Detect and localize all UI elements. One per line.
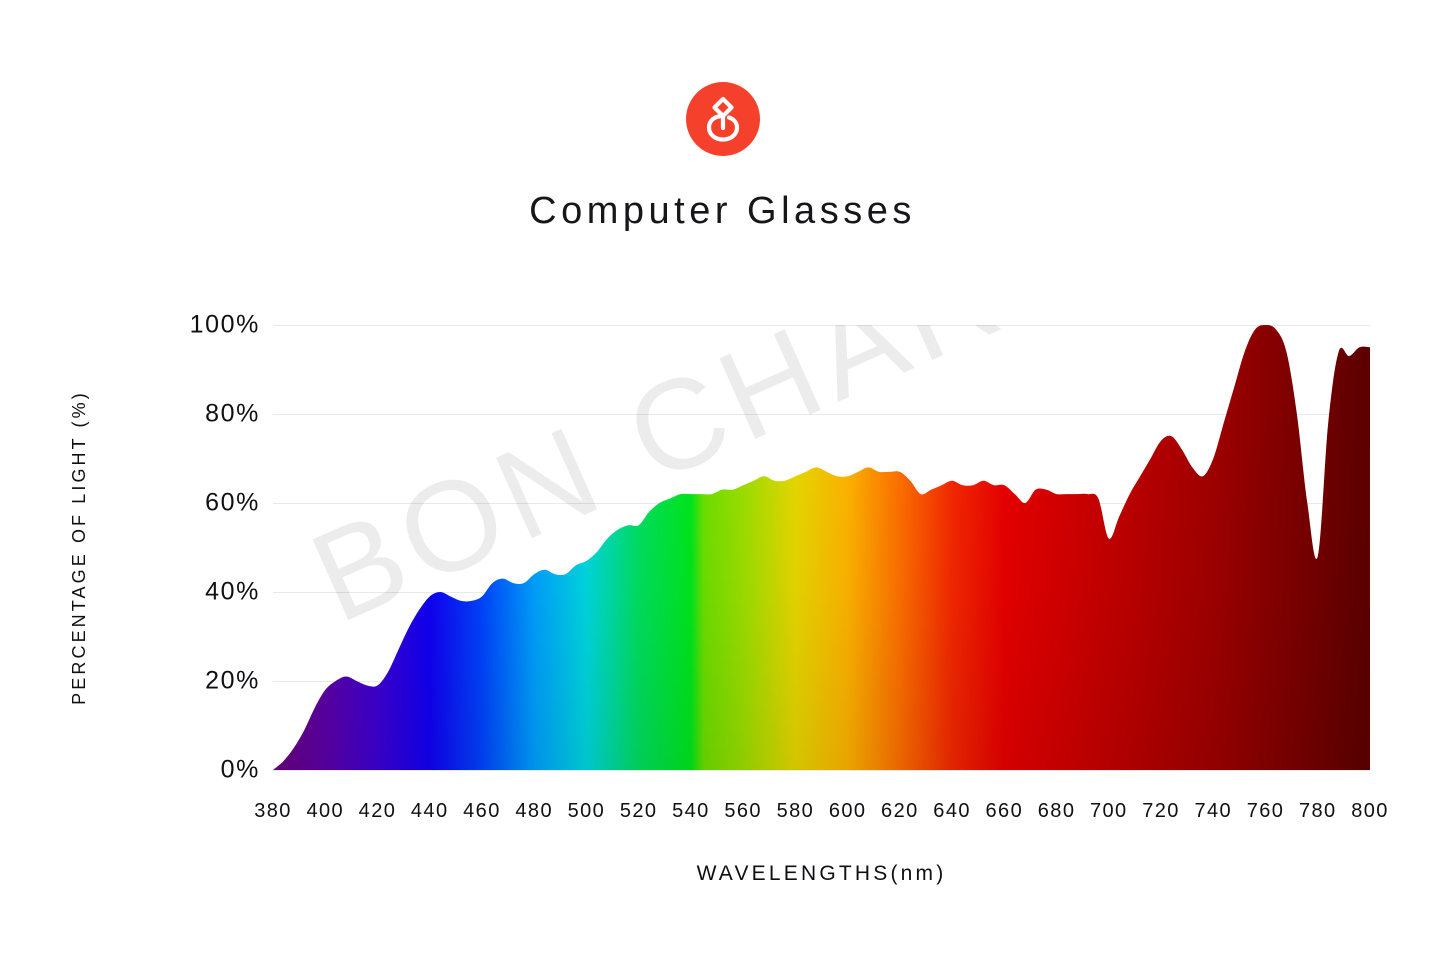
x-axis-tick-label: 400 bbox=[306, 800, 345, 822]
x-axis-tick-label: 740 bbox=[1194, 800, 1233, 822]
x-axis-tick-label: 760 bbox=[1246, 800, 1285, 822]
x-axis-tick-label: 620 bbox=[881, 800, 919, 822]
gridline bbox=[273, 325, 1370, 326]
y-axis-tick-label: 60% bbox=[205, 488, 260, 517]
x-axis-tick-label: 660 bbox=[985, 800, 1024, 822]
x-axis-tick-label: 420 bbox=[358, 800, 397, 822]
y-axis-tick-label: 80% bbox=[205, 399, 260, 428]
x-axis-tick-labels: 380 400 420 440 460 480 500 520 540 560 580 600 620 6… bbox=[254, 800, 1387, 830]
gridline bbox=[273, 414, 1370, 415]
x-axis-tick-label: 520 bbox=[619, 800, 658, 822]
bon-charge-infinity-knot-icon bbox=[706, 96, 739, 142]
x-axis-tick-label: 780 bbox=[1298, 800, 1337, 822]
spectrum-area-series bbox=[273, 325, 1370, 770]
logo-container bbox=[0, 82, 1445, 156]
y-axis-tick-label: 100% bbox=[189, 310, 260, 339]
gridline bbox=[273, 770, 1370, 771]
y-axis-tick-label: 0% bbox=[220, 755, 260, 784]
page-title: Computer Glasses bbox=[529, 190, 916, 232]
plot-area bbox=[273, 325, 1370, 771]
y-axis-tick-label: 20% bbox=[205, 666, 260, 695]
x-axis-tick-label: 500 bbox=[567, 800, 606, 822]
x-axis-title: WAVELENGTHS(nm) bbox=[696, 862, 947, 885]
x-axis-tick-label: 380 bbox=[254, 800, 292, 822]
y-axis-tick-labels: 0% 20% 40% 60% 80% 100% bbox=[150, 311, 260, 784]
x-axis-tick-label: 580 bbox=[776, 800, 815, 822]
x-axis-tick-label: 480 bbox=[515, 800, 553, 822]
x-axis-tick-label: 600 bbox=[828, 800, 867, 822]
y-axis-tick-label: 40% bbox=[205, 577, 260, 606]
x-axis-tick-label: 560 bbox=[724, 800, 762, 822]
x-axis-tick-label: 460 bbox=[463, 800, 501, 822]
x-axis-tick-label: 540 bbox=[672, 800, 710, 822]
x-axis-tick-label: 800 bbox=[1351, 800, 1389, 822]
bon-charge-logo bbox=[685, 82, 760, 156]
x-axis-tick-label: 700 bbox=[1090, 800, 1128, 822]
x-axis-tick-label: 720 bbox=[1142, 800, 1180, 822]
y-axis-title-label: PERCENTAGE OF LIGHT (%) bbox=[68, 390, 89, 705]
x-axis-tick-label: 440 bbox=[410, 800, 449, 822]
y-axis-title: PERCENTAGE OF LIGHT (%) bbox=[62, 325, 96, 770]
x-axis-tick-label: 640 bbox=[933, 800, 971, 822]
spectrum-shading bbox=[273, 325, 1370, 770]
x-axis-tick-label: 680 bbox=[1037, 800, 1076, 822]
